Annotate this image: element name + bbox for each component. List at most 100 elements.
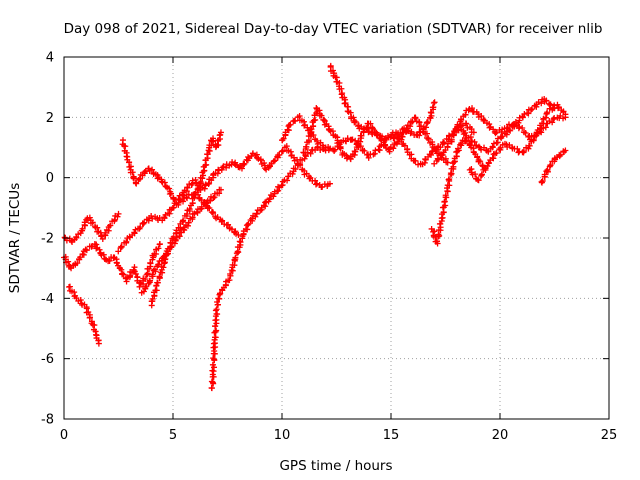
data-point: [149, 166, 156, 173]
data-point: [313, 137, 320, 144]
data-point: [95, 340, 102, 347]
data-point: [492, 130, 499, 137]
data-point: [471, 138, 478, 145]
x-tick-label: 10: [274, 428, 291, 443]
data-point: [499, 133, 506, 140]
data-point: [474, 153, 481, 160]
data-point: [329, 67, 336, 74]
data-point: [475, 143, 482, 150]
data-point: [166, 185, 173, 192]
data-point: [156, 241, 163, 248]
data-point: [232, 254, 239, 261]
x-tick-label: 5: [169, 428, 177, 443]
data-point: [317, 146, 324, 153]
series-arc-16: [538, 147, 569, 186]
data-point: [155, 245, 162, 252]
data-point: [238, 165, 245, 172]
series-arc-14: [466, 101, 569, 184]
data-point: [350, 114, 357, 121]
data-point: [227, 270, 234, 277]
data-point: [463, 120, 470, 127]
data-point: [527, 106, 534, 113]
data-point: [428, 151, 435, 158]
data-point: [130, 174, 137, 181]
data-point: [529, 105, 536, 112]
data-point: [216, 132, 223, 139]
data-point: [358, 132, 365, 139]
data-point: [210, 195, 217, 202]
data-point: [367, 120, 374, 127]
data-point: [302, 143, 309, 150]
data-point: [352, 148, 359, 155]
data-point: [326, 180, 333, 187]
data-point: [493, 150, 500, 157]
data-point: [136, 175, 143, 182]
data-point: [130, 175, 137, 182]
data-point: [96, 246, 103, 253]
data-point: [441, 198, 448, 205]
data-point: [425, 136, 432, 143]
data-point: [562, 147, 569, 154]
series-arc-2: [66, 283, 102, 347]
data-point: [442, 192, 449, 199]
data-point: [136, 283, 143, 290]
data-point: [168, 190, 175, 197]
data-point: [237, 239, 244, 246]
data-point: [433, 238, 440, 245]
data-point: [155, 262, 162, 269]
data-point: [79, 225, 86, 232]
data-point: [204, 151, 211, 158]
data-point: [170, 233, 177, 240]
data-point: [544, 109, 551, 116]
data-point: [292, 166, 299, 173]
data-point: [191, 194, 198, 201]
data-point: [338, 91, 345, 98]
data-point: [332, 146, 339, 153]
y-tick-label: 0: [46, 171, 54, 186]
y-tick-label: -8: [41, 413, 54, 428]
data-point: [472, 171, 479, 178]
data-point: [335, 139, 342, 146]
data-point: [394, 131, 401, 138]
data-point: [440, 139, 447, 146]
data-points: [61, 62, 569, 392]
data-point: [203, 200, 210, 207]
data-point: [477, 158, 484, 165]
data-point: [192, 189, 199, 196]
data-point: [547, 162, 554, 169]
data-point: [270, 193, 277, 200]
data-point: [542, 124, 549, 131]
series-arc-1: [61, 241, 163, 290]
data-point: [361, 147, 368, 154]
data-point: [160, 264, 167, 271]
data-point: [115, 210, 122, 217]
data-point: [161, 179, 168, 186]
data-point: [257, 157, 264, 164]
data-point: [538, 100, 545, 107]
data-point: [245, 220, 252, 227]
data-point: [253, 210, 260, 217]
data-point: [429, 104, 436, 111]
data-point: [142, 285, 149, 292]
data-point: [219, 217, 226, 224]
data-point: [446, 176, 453, 183]
data-point: [375, 146, 382, 153]
data-point: [382, 141, 389, 148]
data-point: [212, 307, 219, 314]
data-point: [77, 297, 84, 304]
data-point: [214, 298, 221, 305]
data-point: [387, 134, 394, 141]
data-point: [458, 116, 465, 123]
data-point: [217, 129, 224, 136]
data-point: [465, 107, 472, 114]
data-point: [526, 142, 533, 149]
data-point: [211, 356, 218, 363]
data-point: [284, 177, 291, 184]
data-point: [407, 123, 414, 130]
data-point: [447, 170, 454, 177]
data-point: [550, 116, 557, 123]
data-point: [140, 220, 147, 227]
data-point: [118, 266, 125, 273]
data-point: [412, 114, 419, 121]
data-point: [83, 247, 90, 254]
